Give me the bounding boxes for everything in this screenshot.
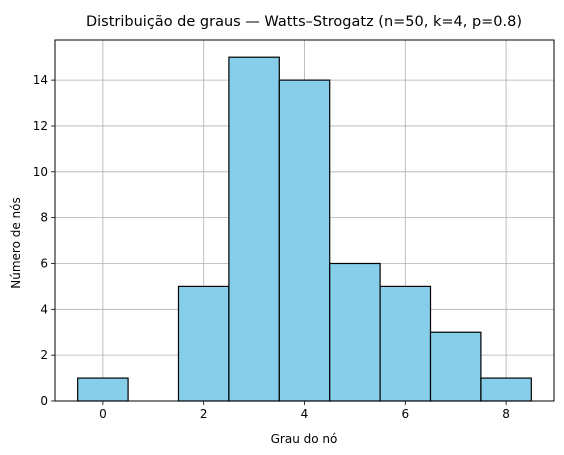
histogram-bar <box>77 377 129 402</box>
y-tick-label: 0 <box>40 394 48 408</box>
y-tick-label: 2 <box>40 348 48 362</box>
y-tick-label: 4 <box>40 302 48 316</box>
x-tick-label: 2 <box>200 407 208 421</box>
y-tick-label: 12 <box>33 119 48 133</box>
x-axis-label: Grau do nó <box>271 432 338 446</box>
histogram-bar <box>329 262 381 402</box>
histogram-bar <box>429 331 482 402</box>
chart-title: Distribuição de graus — Watts–Strogatz (… <box>86 14 522 30</box>
y-axis: 0 2 4 6 8 10 12 14 <box>33 73 55 408</box>
histogram-bar <box>278 79 331 402</box>
bars-layer <box>77 56 532 402</box>
y-tick-label: 8 <box>40 211 48 225</box>
y-tick-label: 14 <box>33 73 48 87</box>
y-axis-label: Número de nós <box>9 197 23 289</box>
y-tick-label: 6 <box>40 256 48 270</box>
histogram-bar <box>379 285 432 402</box>
x-tick-label: 0 <box>99 407 107 421</box>
x-tick-label: 6 <box>401 407 409 421</box>
histogram-bar <box>480 377 532 402</box>
x-axis: 0 2 4 6 8 <box>99 401 510 421</box>
histogram-bar <box>177 285 230 402</box>
x-tick-label: 8 <box>502 407 510 421</box>
histogram-bar <box>228 56 280 402</box>
x-tick-label: 4 <box>301 407 309 421</box>
y-tick-label: 10 <box>33 165 48 179</box>
